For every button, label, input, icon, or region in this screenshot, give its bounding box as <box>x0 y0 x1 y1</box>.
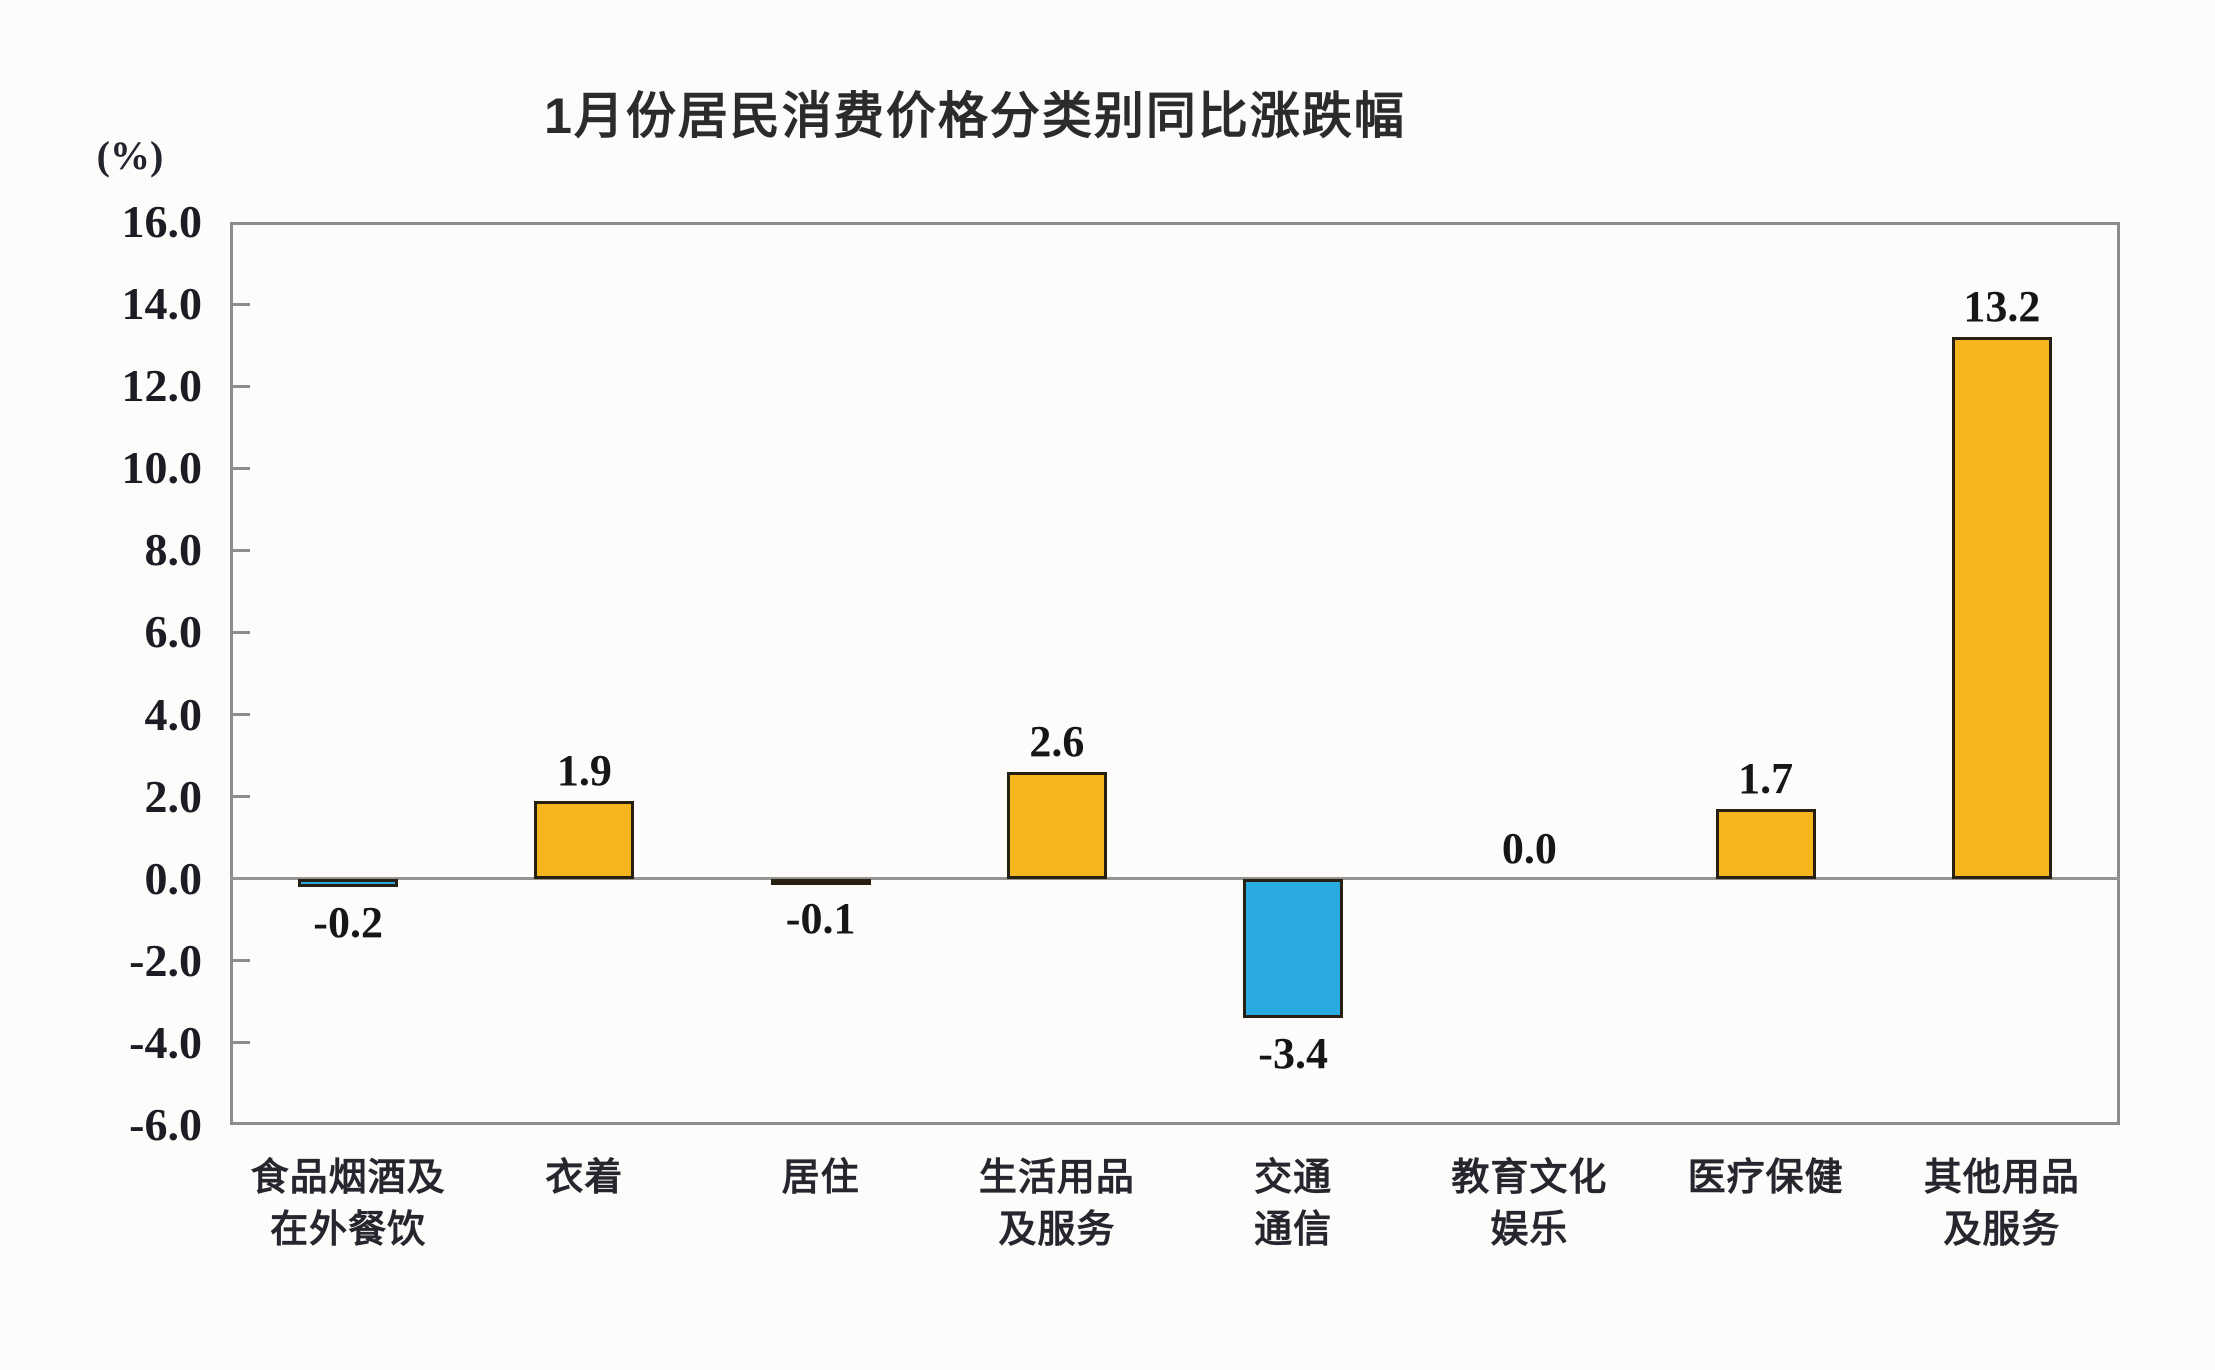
y-tick-mark <box>230 630 250 634</box>
chart-title: 1月份居民消费价格分类别同比涨跌幅 <box>544 88 1406 144</box>
x-axis-category-label: 交通 通信 <box>1254 1157 1333 1251</box>
x-axis-category-label: 衣着 <box>545 1157 624 1199</box>
y-tick-mark <box>230 384 250 388</box>
bar-value-label: -0.1 <box>785 893 856 943</box>
y-tick-label: 4.0 <box>144 688 203 740</box>
bar-value-label: -3.4 <box>1258 1029 1328 1079</box>
y-tick-label: 0.0 <box>144 852 203 904</box>
y-tick-label: 2.0 <box>144 770 203 822</box>
bar-value-label: 1.9 <box>556 745 612 795</box>
bar <box>1715 808 1816 879</box>
x-axis-category-label: 教育文化 娱乐 <box>1451 1157 1608 1251</box>
x-axis-category-label: 其他用品 及服务 <box>1923 1157 2080 1251</box>
y-tick-label: 12.0 <box>121 360 203 412</box>
bar-value-label: 0.0 <box>1501 823 1557 873</box>
bar <box>534 800 635 879</box>
bar <box>1006 772 1107 879</box>
bar-value-label: 2.6 <box>1029 717 1085 766</box>
y-tick-label: -6.0 <box>129 1099 202 1150</box>
y-tick-label: 16.0 <box>121 196 203 247</box>
y-tick-mark <box>230 1041 250 1045</box>
x-axis-category-label: 生活用品 及服务 <box>978 1157 1135 1251</box>
y-tick-label: 10.0 <box>121 442 203 494</box>
plot-area <box>230 222 2120 1125</box>
y-tick-label: -2.0 <box>129 934 202 986</box>
y-tick-mark <box>230 548 250 552</box>
y-tick-mark <box>230 466 250 470</box>
x-axis-category-label: 居住 <box>781 1157 860 1199</box>
y-tick-label: -4.0 <box>129 1016 202 1068</box>
y-axis-unit-label: (%) <box>96 133 164 178</box>
bar <box>1243 878 1344 1019</box>
y-tick-label: 14.0 <box>121 278 203 330</box>
y-tick-mark <box>230 795 250 799</box>
y-tick-mark <box>230 959 250 963</box>
bar-value-label: 13.2 <box>1963 281 2041 331</box>
y-tick-mark <box>230 302 250 306</box>
x-axis-category-label: 食品烟酒及 在外餐饮 <box>250 1157 446 1251</box>
y-tick-label: 8.0 <box>144 524 203 576</box>
x-axis-category-label: 医疗保健 <box>1687 1157 1844 1199</box>
bar <box>298 878 399 887</box>
zero-line <box>230 877 2120 881</box>
y-tick-label: 6.0 <box>144 606 203 658</box>
bar-value-label: 1.7 <box>1738 753 1794 803</box>
bar-value-label: -0.2 <box>313 897 383 947</box>
bar <box>1951 336 2052 879</box>
bar <box>770 878 871 885</box>
y-tick-mark <box>230 713 250 717</box>
